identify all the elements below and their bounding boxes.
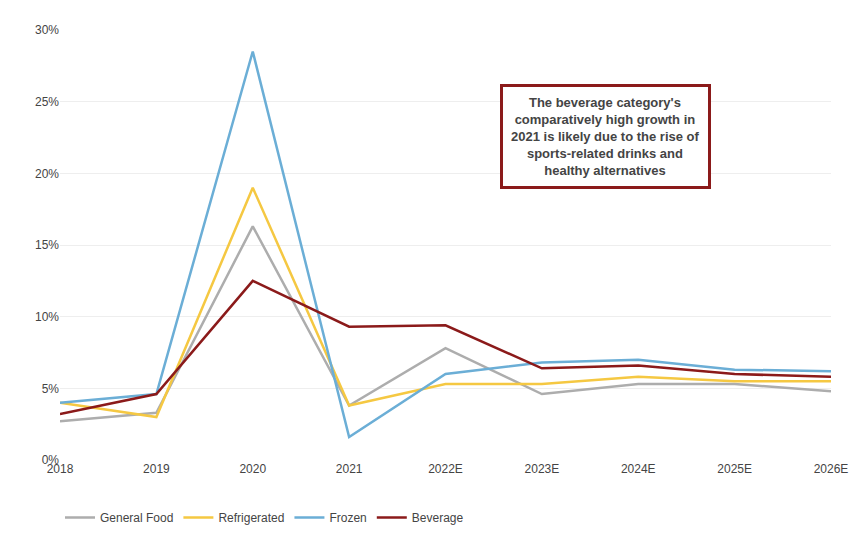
svg-text:0%: 0% bbox=[42, 453, 60, 467]
svg-text:2024E: 2024E bbox=[621, 462, 656, 476]
svg-text:2018: 2018 bbox=[47, 462, 74, 476]
svg-text:25%: 25% bbox=[35, 95, 59, 109]
svg-text:2025E: 2025E bbox=[717, 462, 752, 476]
svg-text:The beverage category'scompara: The beverage category'scomparatively hig… bbox=[511, 95, 700, 178]
svg-text:2019: 2019 bbox=[143, 462, 170, 476]
svg-text:2021: 2021 bbox=[336, 462, 363, 476]
svg-text:2026E: 2026E bbox=[814, 462, 849, 476]
svg-text:Beverage: Beverage bbox=[412, 511, 464, 525]
svg-text:General Food: General Food bbox=[100, 511, 173, 525]
svg-text:15%: 15% bbox=[35, 238, 59, 252]
svg-text:5%: 5% bbox=[42, 382, 60, 396]
svg-text:30%: 30% bbox=[35, 23, 59, 37]
svg-text:Refrigerated: Refrigerated bbox=[218, 511, 284, 525]
svg-text:10%: 10% bbox=[35, 310, 59, 324]
svg-text:2020: 2020 bbox=[239, 462, 266, 476]
svg-text:20%: 20% bbox=[35, 167, 59, 181]
svg-text:2023E: 2023E bbox=[525, 462, 560, 476]
svg-text:2022E: 2022E bbox=[428, 462, 463, 476]
svg-text:Frozen: Frozen bbox=[329, 511, 366, 525]
